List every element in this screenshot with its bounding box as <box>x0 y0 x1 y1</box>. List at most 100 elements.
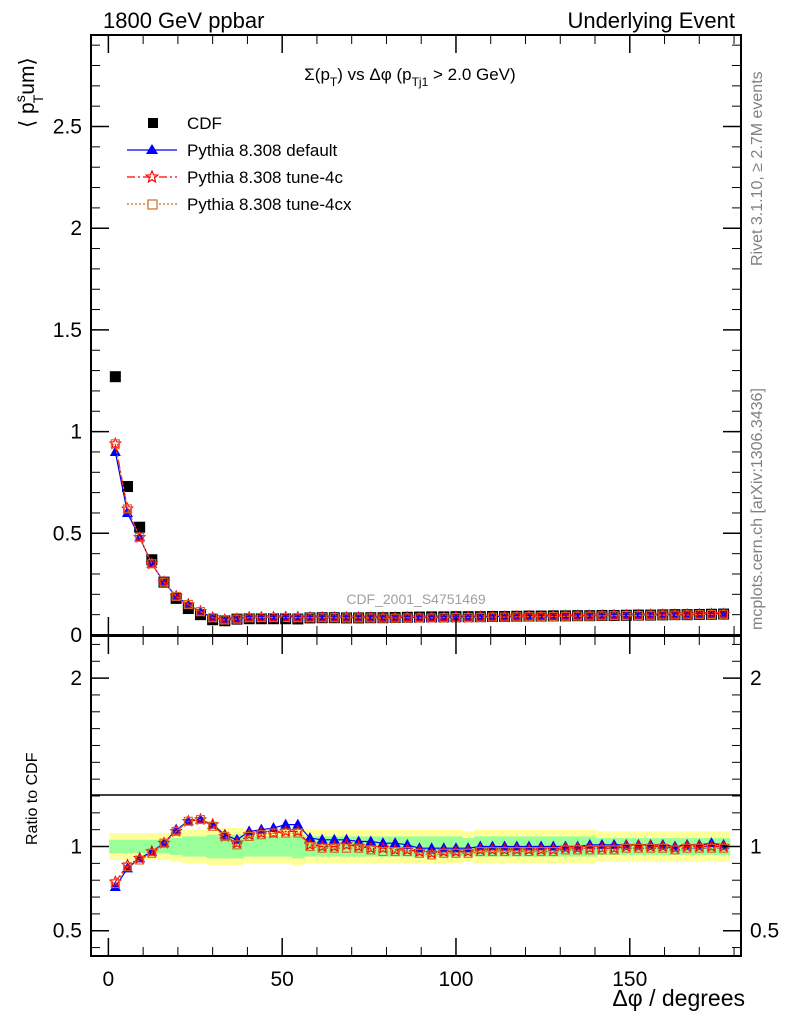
main-pythia-8-308-tune-4cx-point-6 <box>183 599 193 610</box>
ratio-pythia-8-308-tune-4cx-point-44 <box>646 843 656 853</box>
band-inner-7 <box>194 836 208 857</box>
ytick-label-5: 2.5 <box>53 116 82 139</box>
main-pythia-8-308-tune-4cx-point-39 <box>585 611 595 621</box>
ytick-label-1: 1 <box>70 836 82 859</box>
ratio-pythia-8-308-tune-4cx-point-19 <box>341 843 352 853</box>
ratio-ylabel: Ratio to CDF <box>24 752 41 845</box>
main-pythia-8-308-tune-4cx-point-45 <box>658 610 668 620</box>
ytick-label-0: 0.5 <box>53 920 82 943</box>
ytick-label-right-2: 2 <box>750 667 762 690</box>
main-pythia-8-308-tune-4cx-point-32 <box>500 612 510 622</box>
ratio-pythia-8-308-tune-4cx-point-31 <box>487 847 498 857</box>
ratio-pythia-8-308-tune-4cx-point-27 <box>439 848 449 858</box>
xtick-label-2: 100 <box>438 968 473 991</box>
ratio-pythia-8-308-tune-4cx-point-48 <box>694 843 704 853</box>
ratio-pythia-8-308-tune-4cx-point-11 <box>244 831 254 841</box>
ratio-pythia-8-308-default-point-17 <box>316 833 328 844</box>
main-pythia-8-308-default-point-0 <box>109 445 121 456</box>
ytick-label-1: 0.5 <box>53 522 82 545</box>
legend-item-cdf: CDF <box>148 114 222 133</box>
band-inner-5 <box>170 838 183 855</box>
main-pythia-8-308-tune-4cx-point-26 <box>427 613 437 623</box>
ratio-pythia-8-308-tune-4cx-point-26 <box>427 850 437 860</box>
ratio-pythia-8-308-default-point-16 <box>304 832 316 843</box>
ratio-pythia-8-308-tune-4cx-point-14 <box>281 828 291 838</box>
band-inner-11 <box>243 836 256 857</box>
legend-marker-cdf <box>148 118 158 128</box>
band-inner-13 <box>267 836 281 857</box>
legend-marker-tune4cx <box>147 199 158 210</box>
ratio-pythia-8-308-tune-4cx-point-25 <box>414 848 425 858</box>
ratio-pythia-8-308-tune-4cx-point-18 <box>329 843 339 853</box>
ratio-pythia-8-308-tune-4cx-point-30 <box>475 847 485 857</box>
legend-item-tune4c: Pythia 8.308 tune-4c <box>127 168 343 187</box>
ratio-pythia-8-308-tune-4cx-point-41 <box>609 845 619 855</box>
analysis-watermark: CDF_2001_S4751469 <box>346 591 486 607</box>
ratio-pythia-8-308-tune-4cx-point-16 <box>305 841 315 852</box>
xtick-label-1: 50 <box>270 968 293 991</box>
main-pythia-8-308-tune-4cx-point-36 <box>548 611 558 622</box>
main-pythia-8-308-tune-4cx-point-42 <box>621 610 631 621</box>
main-pythia-8-308-tune-4cx-point-15 <box>293 613 303 623</box>
main-pythia-8-308-tune-4cx-point-16 <box>305 613 315 623</box>
ratio-pythia-8-308-tune-4cx-point-42 <box>621 843 631 853</box>
legend: CDF Pythia 8.308 default Pythia 8.308 tu… <box>127 114 352 214</box>
main-pythia-8-308-tune-4cx-point-5 <box>171 591 181 601</box>
band-inner-14 <box>279 836 293 857</box>
ratio-pythia-8-308-tune-4cx-point-4 <box>159 838 169 848</box>
ytick-label-2: 1 <box>70 421 82 444</box>
ytick-label-right-0: 0.5 <box>750 920 779 943</box>
main-pythia-8-308-tune-4cx-point-43 <box>633 610 644 621</box>
band-inner-15 <box>291 834 305 859</box>
ratio-pythia-8-308-default-point-23 <box>389 837 401 848</box>
main-pythia-8-308-tune-4cx-point-37 <box>560 611 571 621</box>
ratio-pythia-8-308-tune-4cx-point-24 <box>402 847 412 857</box>
ratio-pythia-8-308-default-point-14 <box>280 818 292 829</box>
ratio-pythia-8-308-tune-4cx-point-34 <box>524 847 534 857</box>
main-pythia-8-308-tune-4cx-point-38 <box>573 611 583 621</box>
legend-label-cdf: CDF <box>187 114 222 133</box>
side-text-mcplots: mcplots.cern.ch [arXiv:1306.3436] <box>749 388 766 630</box>
main-pythia-8-308-tune-4cx-point-12 <box>256 612 266 623</box>
band-inner-2 <box>133 839 147 854</box>
band-inner-12 <box>255 836 268 857</box>
ratio-panel-frame <box>90 635 742 957</box>
main-pythia-8-308-tune-4cx-point-34 <box>524 612 534 622</box>
main-pythia-8-308-tune-4cx-point-20 <box>354 613 364 623</box>
main-pythia-8-308-tune-4cx-point-8 <box>208 613 218 623</box>
main-panel-axes: 0 0.5 1 1.5 2 2.5 <box>53 35 741 647</box>
side-text-rivet: Rivet 3.1.10, ≥ 2.7M events <box>749 71 766 266</box>
main-cdf-point-2 <box>134 521 146 533</box>
ratio-pythia-8-308-tune-4cx-point-9 <box>220 831 230 841</box>
ratio-pythia-8-308-tune-4cx-point-23 <box>390 847 400 857</box>
ratio-pythia-8-308-tune-4cx-point-6 <box>183 816 193 826</box>
ratio-pythia-8-308-default-point-21 <box>365 835 377 846</box>
ytick-label-4: 2 <box>70 217 82 240</box>
band-inner-1 <box>121 839 135 854</box>
ytick-label-right-1: 1 <box>750 836 762 859</box>
ratio-pythia-8-308-tune-4c-point-19 <box>339 837 354 851</box>
main-pythia-8-308-tune-4cx-point-17 <box>317 613 327 623</box>
ratio-pythia-8-308-tune-4cx-point-7 <box>195 815 206 825</box>
main-pythia-8-308-tune-4cx-point-23 <box>390 613 400 623</box>
ratio-pythia-8-308-tune-4cx-point-47 <box>682 843 692 853</box>
band-inner-0 <box>109 839 122 854</box>
main-pythia-8-308-tune-4cx-point-50 <box>719 609 729 619</box>
ratio-pythia-8-308-tune-4cx-point-21 <box>366 845 376 855</box>
header-right: Underlying Event <box>567 8 735 33</box>
ratio-pythia-8-308-tune-4cx-point-46 <box>670 845 680 855</box>
ratio-pythia-8-308-tune-4cx-point-12 <box>256 830 266 840</box>
main-pythia-8-308-tune-4cx-point-41 <box>609 611 619 621</box>
ratio-pythia-8-308-tune-4cx-point-36 <box>548 847 558 857</box>
ratio-pythia-8-308-tune-4cx-point-13 <box>268 828 279 838</box>
legend-label-default: Pythia 8.308 default <box>187 141 338 160</box>
ytick-label-2: 2 <box>70 667 82 690</box>
legend-marker-tune4c <box>144 169 160 184</box>
main-pythia-8-308-tune-4cx-point-27 <box>439 613 449 623</box>
main-pythia-8-308-tune-4cx-point-3 <box>147 559 157 569</box>
main-pythia-8-308-tune-4cx-point-11 <box>244 613 254 623</box>
main-pythia-8-308-tune-4cx-point-22 <box>378 613 388 623</box>
plot-title: Σ(pT) vs Δφ (pTj1 > 2.0 GeV) <box>304 65 515 89</box>
ratio-pythia-8-308-tune-4cx-point-32 <box>500 847 510 857</box>
ratio-pythia-8-308-tune-4cx-point-45 <box>658 843 668 853</box>
